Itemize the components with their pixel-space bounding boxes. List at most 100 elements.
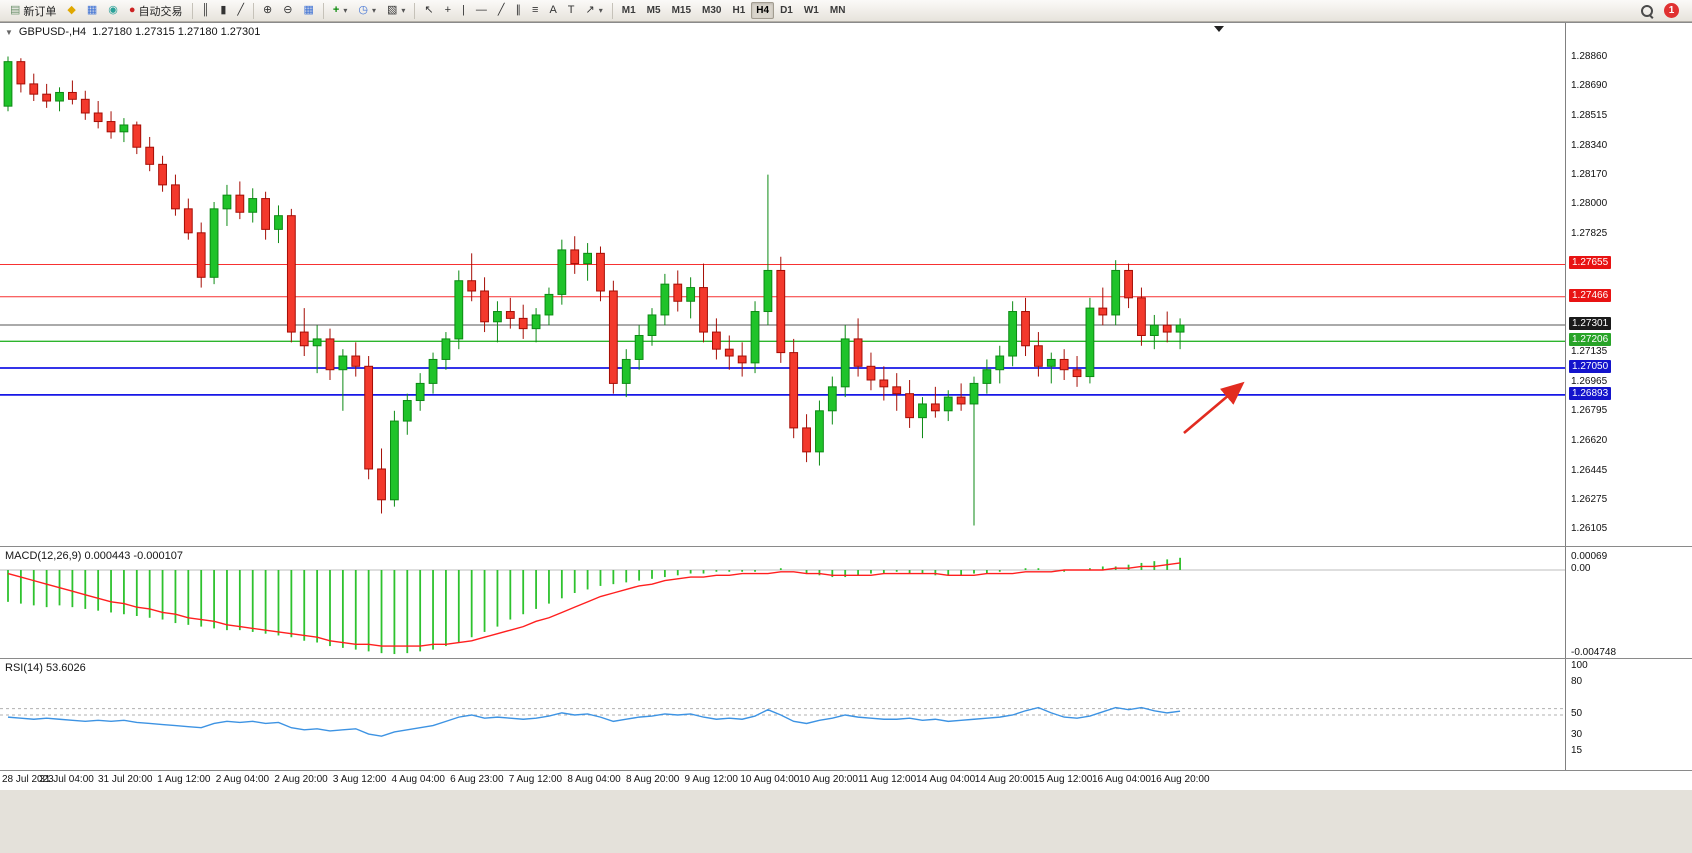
- charts-profile-button[interactable]: ▦: [82, 2, 102, 20]
- text-button[interactable]: A: [544, 2, 561, 20]
- toolbar-right-group: 1: [1640, 3, 1687, 18]
- timeframe-mn[interactable]: MN: [829, 5, 846, 16]
- candle-body: [1034, 345, 1043, 367]
- rsi-panel[interactable]: RSI(14) 53.6026 100 80 50 30 15: [0, 659, 1692, 771]
- timeframe-m30[interactable]: M30: [702, 5, 722, 16]
- fibonacci-button[interactable]: ≡: [527, 2, 543, 20]
- price-chart-panel[interactable]: ▼ GBPUSD-,H4 1.27180 1.27315 1.27180 1.2…: [0, 23, 1692, 547]
- price-axis-label: 1.26795: [1571, 404, 1608, 416]
- candle-body: [351, 355, 361, 367]
- community-button[interactable]: ◉: [103, 2, 123, 20]
- bar-chart-icon: ║: [201, 4, 210, 16]
- macd-panel[interactable]: MACD(12,26,9) 0.000443 -0.000107 0.00069…: [0, 547, 1692, 659]
- price-level-badge: 1.27655: [1569, 256, 1612, 270]
- candle-body: [364, 365, 374, 470]
- crosshair-button[interactable]: +: [440, 2, 456, 20]
- text-label-button[interactable]: T: [563, 2, 580, 20]
- chart-bars-button[interactable]: ║: [197, 2, 215, 20]
- time-axis-label: 15 Aug 12:00: [1033, 774, 1093, 785]
- time-axis-label: 16 Aug 04:00: [1091, 774, 1151, 785]
- macd-signal-line: [7, 562, 1181, 647]
- search-icon[interactable]: [1640, 4, 1654, 18]
- time-axis-label: 10 Aug 04:00: [740, 774, 800, 785]
- timeframe-m5[interactable]: M5: [646, 5, 661, 16]
- candle-body: [68, 91, 77, 100]
- candle-body: [454, 280, 464, 340]
- price-axis-label: 1.27135: [1571, 346, 1608, 358]
- timeframe-m1[interactable]: M1: [621, 5, 636, 16]
- templates-button[interactable]: ▧ ▾: [382, 2, 410, 20]
- candle-body: [493, 311, 502, 323]
- price-axis[interactable]: 1.28860 1.28690 1.28515 1.28340 1.28170 1.280…: [1565, 23, 1692, 546]
- timeframe-h1[interactable]: H1: [732, 5, 746, 16]
- price-axis-label: 1.26275: [1571, 493, 1608, 505]
- candle-body: [183, 208, 193, 234]
- candle-body: [209, 208, 219, 278]
- window-bottom-margin: [0, 790, 1692, 853]
- indicators-button[interactable]: + ▾: [328, 2, 352, 20]
- timeframe-m15[interactable]: M15: [671, 5, 692, 16]
- candle-body: [480, 290, 489, 323]
- candle-body: [750, 311, 760, 364]
- candle-body: [1124, 269, 1133, 299]
- candle-body: [377, 468, 386, 501]
- candle-body: [724, 348, 734, 357]
- candle-body: [712, 331, 721, 350]
- candlestick-chart[interactable]: [0, 24, 1565, 546]
- rsi-chart[interactable]: [0, 660, 1565, 770]
- candle-body: [905, 393, 915, 419]
- candle-body: [441, 338, 451, 360]
- timeframe-h4[interactable]: H4: [751, 2, 775, 19]
- symbol-period-text: GBPUSD-,H4: [18, 26, 87, 38]
- horizontal-line-button[interactable]: —: [471, 2, 492, 20]
- new-order-button[interactable]: ▤ 新订单: [5, 2, 61, 20]
- chevron-down-icon: ▾: [598, 6, 603, 15]
- notification-badge[interactable]: 1: [1664, 3, 1679, 18]
- tile-windows-button[interactable]: ▦: [298, 2, 318, 20]
- metaeditor-button[interactable]: ◆: [62, 2, 80, 20]
- symbol-label: ▼ GBPUSD-,H4 1.27180 1.27315 1.27180 1.2…: [5, 26, 260, 38]
- candle-body: [686, 287, 696, 302]
- channel-button[interactable]: ∥: [511, 2, 527, 20]
- candle-body: [312, 338, 322, 347]
- toolbar-separator: [253, 2, 255, 19]
- right-shift-marker[interactable]: [1214, 26, 1224, 32]
- time-axis-label: 31 Jul 20:00: [97, 774, 153, 785]
- time-axis-label: 1 Aug 12:00: [157, 774, 211, 785]
- periods-button[interactable]: ◷ ▾: [353, 2, 381, 20]
- candle-body: [1149, 324, 1159, 336]
- price-axis-label: 1.26105: [1571, 522, 1608, 534]
- candle-body: [660, 283, 670, 316]
- candle-body: [274, 215, 283, 230]
- shapes-button[interactable]: ↗ ▾: [581, 2, 608, 20]
- trend-arrow-annotation[interactable]: [1183, 381, 1245, 435]
- time-axis-label: 11 Aug 12:00: [857, 774, 917, 785]
- arrow-shapes-icon: ↗: [585, 4, 595, 16]
- template-icon: ▧: [386, 4, 398, 16]
- timeframe-d1[interactable]: D1: [780, 5, 793, 16]
- cursor-button[interactable]: ↖: [419, 2, 438, 20]
- candle-body: [1098, 307, 1108, 316]
- chart-line-button[interactable]: ╱: [232, 2, 249, 20]
- candle-body: [866, 365, 876, 381]
- autotrade-button[interactable]: ● 自动交易: [124, 2, 188, 20]
- candle-body: [815, 410, 824, 453]
- candlestick-chart-icon: ▮: [220, 4, 227, 16]
- chevron-down-icon: ▾: [401, 6, 406, 15]
- chart-candles-button[interactable]: ▮: [215, 2, 231, 20]
- macd-chart[interactable]: [0, 548, 1565, 658]
- zoom-out-button[interactable]: ⊖: [278, 2, 297, 20]
- candle-body: [415, 382, 425, 402]
- toolbar-separator: [322, 2, 324, 19]
- zoom-in-button[interactable]: ⊕: [258, 2, 277, 20]
- time-axis[interactable]: 28 Jul 2023 31 Jul 04:00 31 Jul 20:00 1 Aug…: [0, 771, 1692, 791]
- vertical-line-button[interactable]: |: [457, 2, 470, 20]
- collapse-icon[interactable]: ▼: [5, 27, 13, 37]
- price-axis-label: 1.28000: [1571, 198, 1608, 210]
- new-order-label: 新订单: [23, 5, 57, 18]
- timeframe-w1[interactable]: W1: [803, 5, 819, 16]
- trendline-button[interactable]: ╱: [493, 2, 510, 20]
- candle-body: [196, 232, 206, 278]
- time-axis-label: 10 Aug 20:00: [798, 774, 858, 785]
- rsi-label-text: RSI(14) 53.6026: [5, 662, 86, 674]
